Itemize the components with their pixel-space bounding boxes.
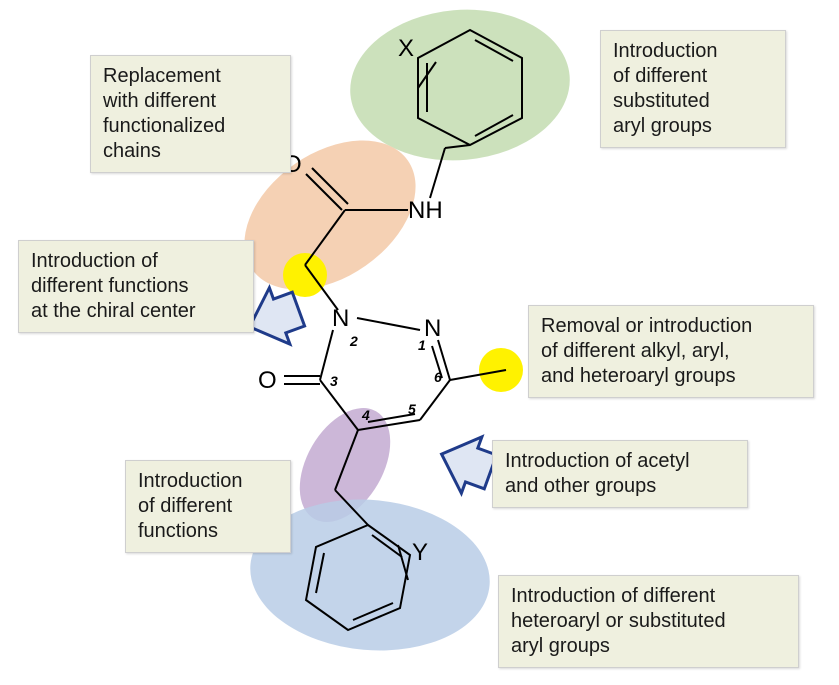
atom-x: X [398, 35, 414, 62]
label-functions: Introductionof differentfunctions [125, 460, 291, 553]
label-chains: Replacementwith differentfunctionalizedc… [90, 55, 291, 173]
num-6: 6 [434, 369, 442, 385]
atom-n1: N [424, 315, 441, 342]
label-acetyl: Introduction of acetyland other groups [492, 440, 748, 508]
label-functions-text: Introductionof differentfunctions [138, 470, 243, 542]
num-2: 2 [349, 333, 358, 349]
atom-nh: NH [408, 197, 443, 224]
label-aryl-top-text: Introductionof differentsubstitutedaryl … [613, 40, 718, 137]
num-3: 3 [330, 373, 338, 389]
atom-n2: N [332, 305, 349, 332]
atom-o3: O [258, 367, 277, 394]
num-5: 5 [408, 401, 416, 417]
label-chains-text: Replacementwith differentfunctionalizedc… [103, 65, 225, 162]
label-acetyl-text: Introduction of acetyland other groups [505, 450, 690, 497]
atom-y: Y [412, 539, 428, 566]
ring-numbers: 1 2 3 4 5 6 [330, 333, 442, 423]
label-alkyl-text: Removal or introductionof different alky… [541, 315, 752, 387]
label-alkyl: Removal or introductionof different alky… [528, 305, 814, 398]
label-aryl-top: Introductionof differentsubstitutedaryl … [600, 30, 786, 148]
c3-ketone [284, 376, 320, 384]
diagram-stage: N N O O NH X Y 1 2 3 4 5 6 Introductiono… [0, 0, 839, 685]
label-chiral: Introduction ofdifferent functionsat the… [18, 240, 254, 333]
label-chiral-text: Introduction ofdifferent functionsat the… [31, 250, 196, 322]
arrow-right [431, 426, 500, 500]
label-heteroaryl: Introduction of differentheteroaryl or s… [498, 575, 799, 668]
highlight-yellow-top [283, 253, 327, 297]
num-1: 1 [418, 337, 426, 353]
num-4: 4 [361, 407, 370, 423]
label-heteroaryl-text: Introduction of differentheteroaryl or s… [511, 585, 726, 657]
